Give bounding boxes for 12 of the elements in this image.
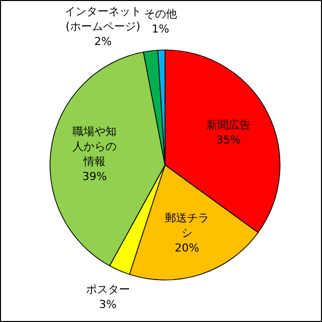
- slice-label: 職場や知人からの情報: [72, 124, 117, 168]
- slice-label: インターネット(ホームページ): [64, 5, 142, 33]
- data-label: 39%: [82, 170, 107, 183]
- data-label: 3%: [99, 298, 117, 311]
- slice-label: その他: [144, 7, 177, 20]
- slice-label: ポスター: [86, 282, 130, 296]
- data-label: 2%: [94, 35, 112, 48]
- slice-label: 新聞広告: [206, 118, 251, 132]
- data-label: 1%: [152, 22, 170, 36]
- slice-label: 郵送チラシ: [165, 211, 210, 240]
- data-label: 20%: [174, 241, 200, 254]
- data-label: 35%: [216, 134, 241, 147]
